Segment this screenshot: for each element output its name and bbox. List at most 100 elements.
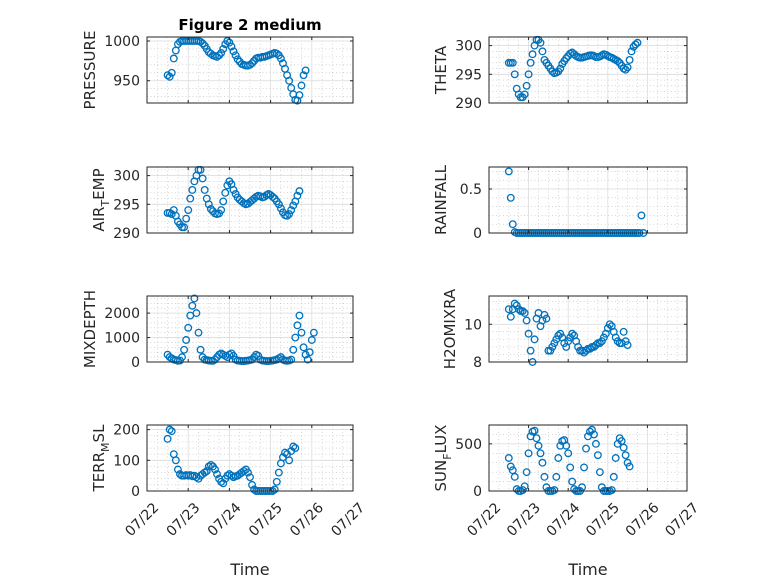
data-point bbox=[595, 468, 604, 477]
data-point bbox=[613, 337, 622, 346]
axes-frame bbox=[146, 36, 354, 104]
y-tick-label: 0 bbox=[473, 484, 482, 500]
data-point bbox=[295, 311, 304, 320]
y-axis-label: RAINFALL bbox=[432, 164, 450, 235]
x-tick-label: 07/24 bbox=[205, 500, 245, 540]
y-axis-label: H2OMIXRA bbox=[441, 288, 459, 369]
data-point bbox=[202, 467, 211, 475]
data-point bbox=[163, 434, 172, 443]
y-tick-label: 0 bbox=[473, 226, 482, 242]
y-tick-label: 300 bbox=[455, 39, 482, 55]
data-point bbox=[504, 305, 513, 314]
data-point bbox=[506, 462, 515, 471]
data-point bbox=[518, 307, 527, 316]
data-point bbox=[621, 451, 630, 460]
y-tick-label: 2000 bbox=[104, 306, 140, 322]
y-axis-label-main: THETA bbox=[432, 45, 450, 95]
data-point bbox=[540, 472, 549, 481]
data-point bbox=[552, 472, 561, 481]
data-point bbox=[219, 44, 228, 53]
data-point bbox=[167, 427, 176, 436]
y-axis-label-suffix: LUX bbox=[432, 425, 450, 454]
y-axis-label-main: MIXDEPTH bbox=[81, 290, 99, 368]
x-tick-label: 07/22 bbox=[464, 500, 504, 540]
y-tick-label: 0 bbox=[131, 484, 140, 500]
y-tick-label: 0 bbox=[131, 355, 140, 371]
data-point bbox=[297, 81, 306, 90]
data-point bbox=[566, 333, 575, 342]
data-point bbox=[611, 454, 620, 462]
y-axis-label-main: TERR bbox=[90, 452, 108, 493]
x-tick-label: 07/27 bbox=[328, 500, 368, 540]
data-point bbox=[274, 200, 283, 209]
data-point bbox=[593, 451, 602, 460]
data-point bbox=[171, 456, 180, 465]
data-point bbox=[163, 71, 172, 80]
data-point bbox=[219, 197, 228, 206]
x-tick-label: 07/26 bbox=[287, 500, 327, 540]
data-point bbox=[233, 55, 242, 64]
data-point bbox=[582, 444, 590, 453]
data-point bbox=[560, 339, 569, 348]
data-point bbox=[204, 200, 213, 209]
data-point bbox=[188, 186, 197, 194]
data-point bbox=[522, 316, 531, 325]
data-point bbox=[591, 341, 600, 349]
data-point bbox=[194, 328, 203, 337]
data-point bbox=[528, 50, 537, 59]
data-point bbox=[229, 47, 238, 56]
data-point bbox=[554, 331, 563, 340]
data-point bbox=[167, 68, 176, 77]
panel-rainfall: 0 0.5 RAINFALL bbox=[432, 164, 688, 242]
data-point bbox=[623, 341, 632, 349]
axes-frame bbox=[146, 424, 354, 492]
data-point bbox=[637, 211, 646, 220]
data-point bbox=[211, 355, 219, 364]
axes-frame bbox=[488, 295, 688, 363]
data-point bbox=[619, 327, 628, 336]
data-point bbox=[550, 486, 559, 495]
data-point bbox=[246, 473, 254, 482]
data-point bbox=[621, 337, 630, 346]
data-point bbox=[536, 38, 545, 47]
data-point bbox=[538, 458, 547, 467]
panel-mixdepth: 0 1000 2000 MIXDEPTH bbox=[81, 290, 354, 371]
data-point bbox=[206, 460, 215, 469]
data-point bbox=[165, 425, 174, 434]
data-point bbox=[564, 337, 573, 346]
y-tick-label: 295 bbox=[455, 67, 482, 83]
data-point bbox=[580, 463, 588, 472]
data-point bbox=[623, 63, 632, 72]
data-point bbox=[295, 187, 304, 196]
data-point bbox=[609, 472, 618, 481]
data-point bbox=[299, 71, 308, 80]
data-point bbox=[291, 333, 300, 342]
y-tick-label: 1000 bbox=[104, 331, 140, 347]
data-point bbox=[248, 355, 257, 364]
y-tick-label: 8 bbox=[473, 355, 482, 371]
y-tick-label: 290 bbox=[455, 96, 482, 112]
data-point bbox=[206, 204, 215, 213]
data-point bbox=[287, 206, 296, 214]
data-point bbox=[504, 167, 513, 176]
data-point bbox=[173, 465, 182, 474]
data-point bbox=[613, 57, 622, 66]
axes-frame bbox=[146, 166, 354, 234]
x-tick-label: 07/22 bbox=[122, 500, 162, 540]
data-point bbox=[198, 174, 207, 183]
data-point bbox=[532, 434, 541, 443]
data-point bbox=[556, 441, 565, 450]
y-axis-label: TERRMSL bbox=[90, 424, 112, 493]
data-point bbox=[524, 70, 533, 79]
data-point bbox=[506, 193, 515, 202]
data-point bbox=[213, 52, 221, 61]
data-point bbox=[272, 477, 281, 486]
data-point bbox=[589, 430, 598, 439]
data-point bbox=[285, 76, 294, 85]
y-axis-label-main: SUN bbox=[432, 460, 450, 492]
x-tick-label: 07/26 bbox=[623, 500, 663, 540]
data-point bbox=[530, 426, 539, 435]
data-point bbox=[246, 60, 254, 69]
